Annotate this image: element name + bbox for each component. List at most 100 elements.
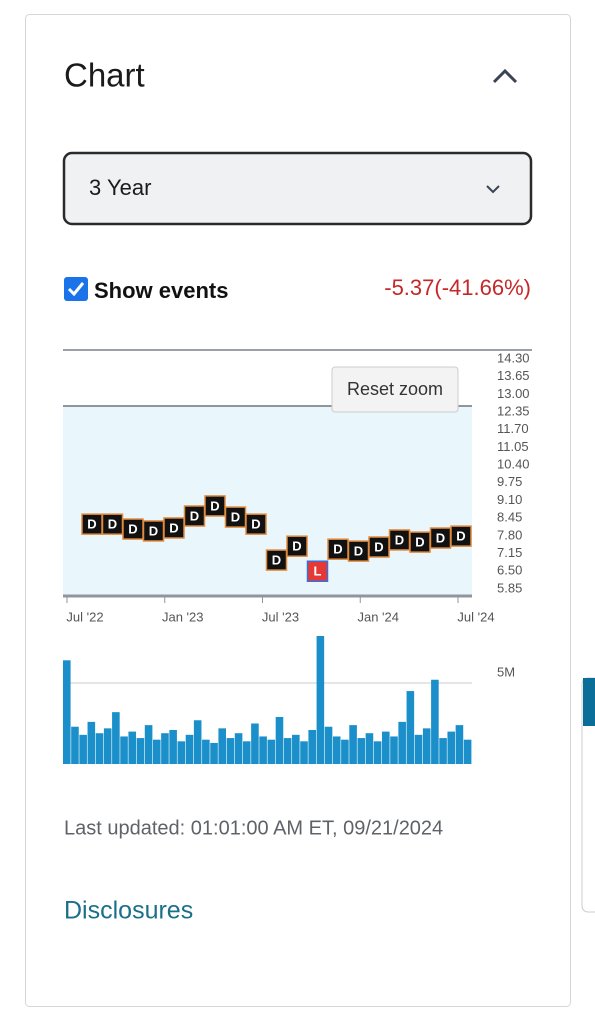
volume-bar bbox=[324, 726, 333, 764]
volume-bar bbox=[382, 731, 390, 764]
volume-bar bbox=[169, 729, 177, 764]
volume-bar bbox=[128, 731, 137, 764]
volume-bar bbox=[439, 738, 447, 764]
event-label: D bbox=[354, 544, 363, 559]
volume-bar bbox=[161, 733, 169, 764]
y-tick-label: 13.00 bbox=[497, 386, 530, 401]
volume-bar bbox=[71, 726, 79, 764]
y-tick-label: 12.35 bbox=[497, 403, 530, 418]
x-tick-label: Jul '24 bbox=[457, 609, 494, 624]
volume-bar bbox=[349, 725, 357, 764]
event-marker bbox=[265, 549, 288, 571]
volume-bar bbox=[193, 720, 202, 764]
event-label: D bbox=[333, 542, 342, 557]
volume-bar bbox=[234, 733, 243, 764]
volume-bar bbox=[63, 660, 71, 764]
volume-bar bbox=[316, 636, 325, 764]
event-marker bbox=[245, 513, 267, 535]
volume-bar bbox=[300, 741, 308, 764]
volume-bar bbox=[144, 725, 153, 764]
volume-bar bbox=[226, 738, 235, 764]
select-chevron bbox=[486, 185, 500, 194]
event-label: D bbox=[272, 553, 281, 568]
volume-bar bbox=[177, 741, 186, 764]
select-value: 3 Year bbox=[89, 175, 151, 200]
volume-bar bbox=[202, 739, 210, 764]
range-select[interactable]: 3 Year bbox=[62, 151, 533, 226]
checkbox[interactable] bbox=[64, 277, 88, 301]
side-panel-header bbox=[583, 678, 595, 726]
event-label: D bbox=[436, 530, 445, 545]
volume-bar bbox=[103, 728, 112, 764]
volume-bar bbox=[283, 738, 292, 764]
volume-bar bbox=[365, 733, 374, 764]
disclosures-link[interactable]: Disclosures bbox=[64, 897, 193, 925]
volume-bar bbox=[218, 728, 226, 764]
y-tick-label: 8.45 bbox=[497, 510, 522, 525]
volume-bar bbox=[406, 691, 415, 764]
volume-bar bbox=[455, 725, 464, 764]
event-label: D bbox=[149, 523, 158, 538]
volume-bar bbox=[398, 721, 406, 764]
volume-bar bbox=[79, 734, 87, 764]
volume-bar bbox=[152, 739, 161, 764]
volume-bar bbox=[95, 733, 104, 764]
volume-bar bbox=[422, 728, 431, 764]
volume-bar bbox=[242, 741, 251, 764]
event-marker bbox=[286, 535, 308, 557]
checkmark bbox=[67, 282, 85, 297]
y-tick-label: 9.10 bbox=[497, 492, 522, 507]
volume-bar bbox=[463, 739, 472, 764]
volume-bar bbox=[251, 723, 259, 764]
y-tick-label: 6.50 bbox=[497, 563, 522, 578]
volume-bar bbox=[120, 736, 128, 764]
y-tick-label: 9.75 bbox=[497, 474, 522, 489]
event-label: D bbox=[292, 539, 301, 554]
volume-bar bbox=[275, 717, 284, 764]
volume-bar bbox=[185, 734, 194, 764]
collapse-toggle[interactable] bbox=[492, 68, 518, 84]
volume-bar bbox=[136, 738, 145, 764]
volume-bar bbox=[267, 739, 276, 764]
event-label: D bbox=[108, 517, 117, 532]
volume-bar bbox=[332, 736, 341, 764]
last-updated: Last updated: 01:01:00 AM ET, 09/21/2024 bbox=[64, 817, 443, 839]
event-label: D bbox=[169, 520, 178, 535]
event-marker bbox=[450, 525, 472, 547]
button-label: Reset zoom bbox=[347, 379, 443, 399]
volume-bar bbox=[447, 731, 456, 764]
x-tick-label: Jan '24 bbox=[357, 609, 399, 624]
volume-bar bbox=[292, 734, 300, 764]
event-marker bbox=[306, 560, 329, 582]
volume-bar bbox=[373, 741, 382, 764]
event-label: D bbox=[456, 529, 465, 544]
volume-bar bbox=[210, 742, 218, 764]
event-label: L bbox=[314, 564, 322, 579]
event-marker bbox=[163, 517, 185, 539]
button-box[interactable] bbox=[331, 366, 459, 413]
y-tick-label: 5.85 bbox=[497, 580, 522, 595]
event-label: D bbox=[128, 521, 137, 536]
event-label: D bbox=[251, 517, 260, 532]
volume-bar bbox=[390, 736, 398, 764]
y-tick-label: 7.15 bbox=[497, 545, 522, 560]
volume-bar bbox=[341, 739, 349, 764]
y-tick-label: 5M bbox=[497, 664, 515, 679]
volume-bar bbox=[357, 738, 366, 764]
y-tick-label: 11.70 bbox=[497, 421, 529, 436]
event-label: D bbox=[395, 532, 404, 547]
x-tick-label: Jul '22 bbox=[66, 609, 103, 624]
event-label: D bbox=[190, 508, 199, 523]
event-label: D bbox=[210, 498, 219, 513]
show-events-checkbox[interactable]: Show events bbox=[64, 277, 228, 303]
volume-bar bbox=[431, 679, 439, 764]
y-tick-label: 13.65 bbox=[497, 368, 530, 383]
y-tick-label: 7.80 bbox=[497, 527, 522, 542]
reset-zoom-button[interactable]: Reset zoom bbox=[331, 366, 459, 413]
select-box[interactable] bbox=[62, 151, 533, 226]
y-tick-label: 14.30 bbox=[497, 350, 530, 365]
card-title: Chart bbox=[64, 57, 145, 94]
checkbox-label: Show events bbox=[94, 278, 228, 303]
